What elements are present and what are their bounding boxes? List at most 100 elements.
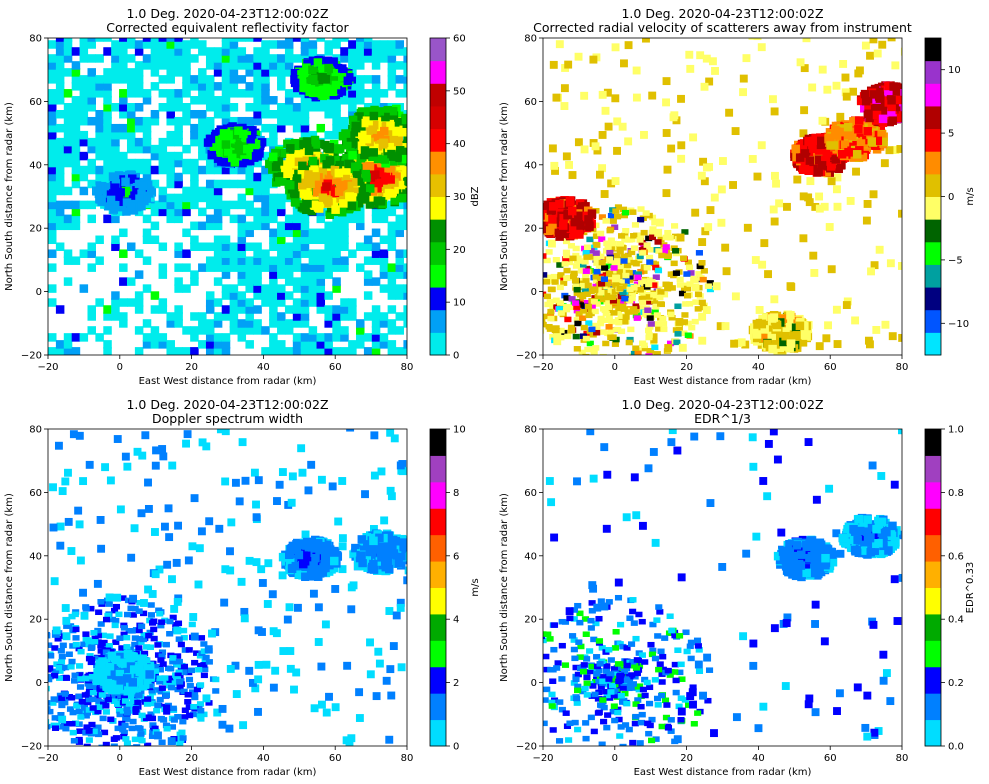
echo-cell: [245, 228, 254, 238]
echo-cell: [198, 137, 207, 147]
echo-cell: [150, 207, 160, 217]
echo-cell: [799, 129, 808, 138]
storm-cell-echo: [342, 139, 352, 148]
echo-cell: [662, 234, 670, 241]
echo-cell: [651, 344, 659, 351]
echo-cell: [363, 291, 373, 300]
echo-cell: [237, 256, 247, 265]
echo-cell: [619, 289, 627, 296]
echo-cell: [71, 214, 81, 224]
storm-cell-echo: [203, 138, 213, 147]
echo-cell: [205, 75, 215, 84]
storm-cell-echo: [887, 102, 896, 112]
storm-cell-echo: [848, 122, 858, 132]
storm-cell-echo: [364, 126, 373, 136]
echo-cell: [48, 221, 57, 231]
echo-cell: [166, 200, 175, 210]
echo-cell: [626, 297, 634, 304]
echo-cell: [387, 228, 397, 238]
storm-cell-echo: [869, 90, 879, 99]
echo-cell: [332, 249, 341, 258]
echo-cell: [395, 291, 405, 300]
echo-cell: [387, 242, 397, 251]
echo-cell: [757, 141, 766, 150]
echo-cell: [626, 336, 634, 343]
echo-cell: [356, 263, 365, 272]
echo-cell: [48, 61, 57, 70]
echo-cell: [119, 109, 128, 119]
echo-cell: [261, 89, 270, 98]
echo-cell: [166, 340, 175, 349]
echo-cell: [198, 40, 207, 49]
echo-cell: [786, 282, 795, 291]
echo-cell: [572, 282, 580, 288]
storm-cell-echo: [361, 118, 371, 128]
echo-cell: [640, 342, 648, 349]
echo-cell: [626, 357, 633, 363]
echo-cell: [284, 221, 294, 231]
echo-cell: [300, 38, 310, 42]
echo-cell: [205, 256, 215, 265]
storm-cell-echo: [381, 112, 390, 122]
echo-cell: [633, 315, 641, 321]
echo-cell: [702, 163, 711, 172]
echo-cell: [688, 324, 696, 331]
echo-cell: [95, 144, 104, 154]
storm-cell-echo: [548, 215, 557, 224]
echo-cell: [582, 353, 590, 355]
echo-cell: [640, 130, 648, 139]
echo-cell: [563, 304, 571, 310]
storm-cell-echo: [877, 130, 886, 139]
colorbar-segment: [430, 309, 446, 333]
echo-cell: [716, 322, 725, 331]
storm-cell-echo: [387, 149, 396, 159]
echo-cell: [134, 47, 144, 56]
echo-cell: [292, 305, 302, 314]
storm-cell-echo: [909, 96, 917, 104]
echo-cell: [324, 228, 333, 238]
echo-cell: [842, 92, 851, 101]
echo-cell: [213, 47, 223, 56]
echo-cell: [543, 253, 547, 259]
echo-cell: [119, 38, 128, 42]
echo-cell: [371, 277, 381, 286]
storm-cell-echo: [121, 177, 130, 187]
echo-cell: [324, 256, 333, 265]
echo-cell: [292, 214, 302, 224]
echo-cell: [371, 54, 381, 63]
echo-cell: [63, 103, 73, 112]
echo-cell: [190, 82, 199, 91]
storm-cell-echo: [388, 157, 398, 166]
echo-cell: [213, 82, 223, 91]
echo-cell: [284, 347, 294, 355]
echo-cell: [332, 40, 341, 49]
echo-cell: [593, 277, 601, 284]
echo-cell: [292, 284, 302, 293]
echo-cell: [119, 68, 128, 77]
echo-cell: [158, 263, 168, 272]
echo-cell: [150, 54, 160, 63]
echo-cell: [284, 305, 294, 314]
echo-cell: [55, 61, 65, 70]
echo-cell: [316, 270, 326, 279]
echo-cell: [103, 123, 112, 133]
echo-cell: [142, 165, 152, 175]
echo-cell: [772, 179, 780, 188]
storm-cell-echo: [280, 160, 289, 169]
echo-cell: [205, 89, 215, 98]
echo-cell: [556, 284, 564, 291]
echo-cell: [706, 206, 715, 215]
echo-cell: [387, 75, 397, 84]
echo-cell: [119, 54, 128, 63]
storm-cell-echo: [299, 68, 309, 78]
storm-cell-echo: [122, 207, 131, 216]
echo-cell: [126, 38, 136, 42]
echo-cell: [702, 306, 711, 315]
echo-cell: [695, 250, 703, 256]
echo-cell: [729, 181, 738, 189]
echo-cell: [221, 312, 231, 321]
echo-cell: [300, 214, 310, 224]
echo-cell: [623, 262, 631, 269]
echo-cell: [387, 277, 397, 286]
echo-cell: [292, 228, 302, 238]
